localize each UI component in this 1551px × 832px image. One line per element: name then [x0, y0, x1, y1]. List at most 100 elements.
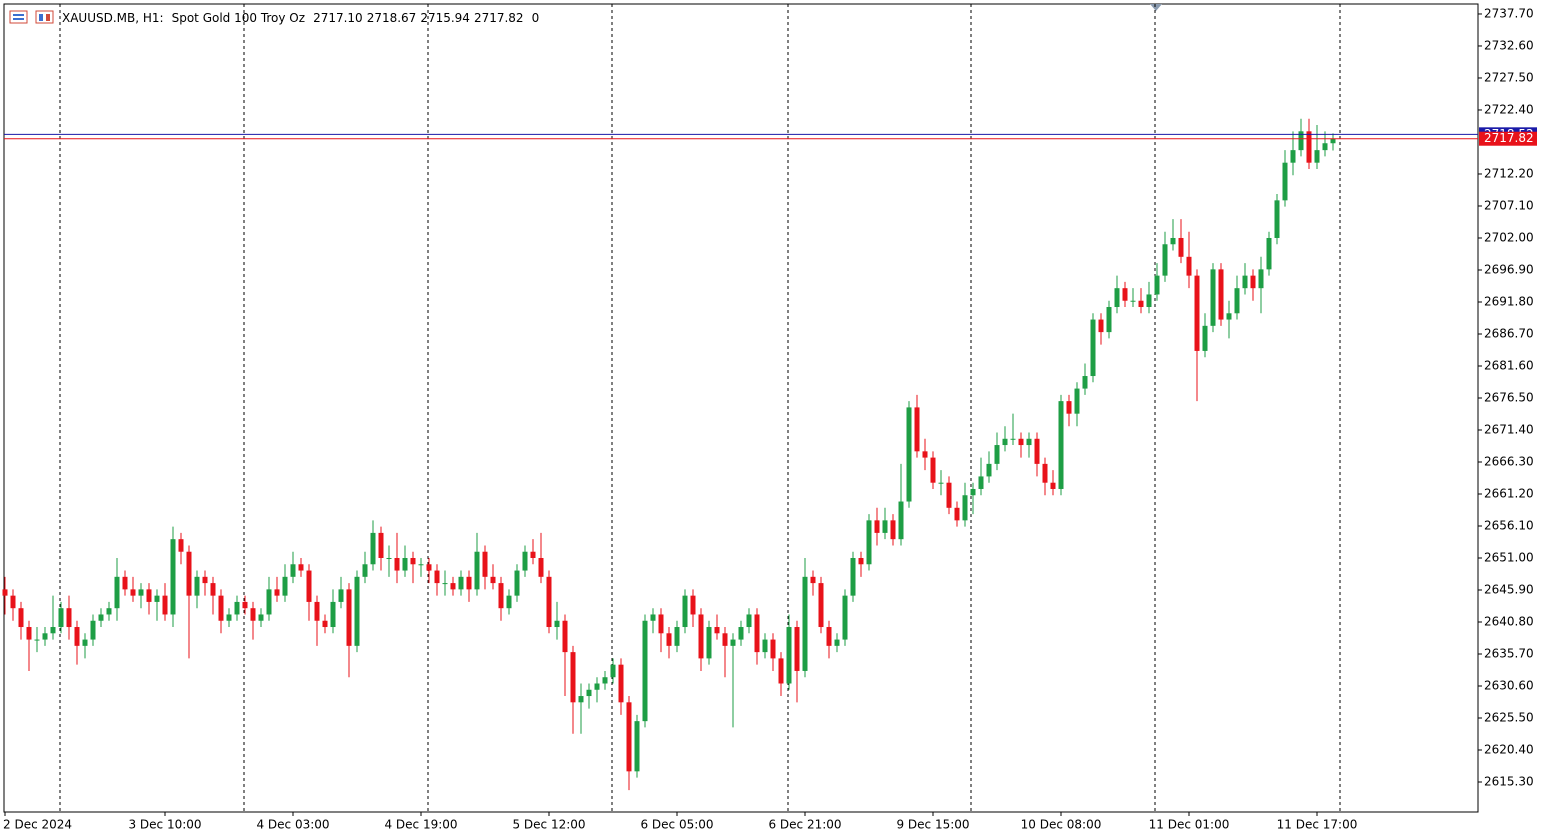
y-tick-label: 2732.60 [1484, 38, 1534, 52]
candle-body [1018, 438, 1024, 446]
icon [39, 14, 43, 21]
x-tick-label: 3 Dec 10:00 [128, 818, 201, 832]
y-tick-label: 2656.10 [1484, 518, 1534, 532]
candle-body [674, 627, 680, 646]
candle-body [1170, 237, 1176, 245]
candle-body [882, 520, 888, 533]
candle-body [442, 583, 448, 585]
candle-body [946, 482, 952, 508]
candle-body [250, 608, 256, 621]
y-tick-label: 2681.60 [1484, 358, 1534, 372]
y-tick-label: 2712.20 [1484, 166, 1534, 180]
icon [13, 14, 24, 16]
candle-body [514, 570, 520, 596]
candle-body [298, 564, 304, 571]
candle-body [1306, 131, 1312, 163]
candle-body [562, 620, 568, 653]
candle-body [818, 583, 824, 628]
candle-body [18, 608, 24, 628]
candle-body [146, 589, 152, 602]
icon [46, 14, 50, 21]
candle-body [1162, 244, 1168, 276]
candle-body [522, 551, 528, 571]
candle-body [1314, 150, 1320, 163]
candle-body [634, 721, 640, 772]
candle-body [602, 677, 608, 684]
candle-body [210, 583, 216, 596]
candle-body [898, 501, 904, 540]
x-tick-label: 6 Dec 05:00 [640, 818, 713, 832]
candle-body [1146, 294, 1152, 308]
candle-body [730, 639, 736, 646]
chart-header: XAUUSD.MB, H1: Spot Gold 100 Troy Oz 2717.… [62, 11, 539, 25]
candle-body [778, 658, 784, 684]
candle-body [218, 595, 224, 621]
candle-body [1090, 319, 1096, 377]
candle-body [578, 696, 584, 703]
candle-body [202, 576, 208, 584]
y-tick-label: 2615.30 [1484, 775, 1534, 789]
candle-body [890, 520, 896, 540]
candle-body [714, 627, 720, 634]
y-tick-label: 2671.40 [1484, 422, 1534, 436]
candle-body [554, 620, 560, 628]
header-ohlc: 2717.82 [474, 11, 524, 25]
bid-label: 2717.82 [1484, 131, 1534, 145]
candle-body [258, 614, 264, 621]
candle-body [234, 601, 240, 615]
y-tick-label: 2722.40 [1484, 102, 1534, 116]
candle-body [754, 614, 760, 653]
y-tick-label: 2727.50 [1484, 70, 1534, 84]
candle-body [178, 539, 184, 552]
y-tick-label: 2666.30 [1484, 454, 1534, 468]
y-tick-label: 2635.70 [1484, 647, 1534, 661]
candle-body [706, 627, 712, 659]
candle-body [50, 627, 56, 634]
candle-body [546, 576, 552, 628]
candle-body [794, 627, 800, 671]
candle-body [314, 601, 320, 621]
candle-body [394, 557, 400, 571]
candle-body [378, 532, 384, 558]
candle-body [746, 614, 752, 628]
candle-body [770, 639, 776, 659]
candle-body [362, 564, 368, 577]
y-tick-label: 2640.80 [1484, 615, 1534, 629]
candle-body [130, 589, 136, 596]
candle-body [594, 683, 600, 690]
candle-body [1050, 482, 1056, 489]
candle-body [722, 633, 728, 646]
candle-body [842, 595, 848, 640]
candle-body [786, 627, 792, 684]
candle-body [354, 576, 360, 646]
candle-body [98, 614, 104, 621]
candle-body [850, 557, 856, 596]
candle-body [474, 551, 480, 590]
candle-body [114, 576, 120, 609]
candle-body [986, 463, 992, 477]
y-tick-label: 2645.90 [1484, 582, 1534, 596]
y-tick-label: 2696.90 [1484, 262, 1534, 276]
candle-body [586, 689, 592, 697]
candle-body [962, 495, 968, 521]
candle-body [1250, 275, 1256, 289]
candle-body [466, 576, 472, 590]
candle-body [122, 576, 128, 590]
candle-body [498, 583, 504, 609]
candle-body [1026, 438, 1032, 446]
candle-body [290, 564, 296, 577]
candle-body [1066, 401, 1072, 414]
candle-body [434, 570, 440, 584]
candle-body [1202, 325, 1208, 351]
y-tick-label: 2686.70 [1484, 326, 1534, 340]
candle-body [738, 627, 744, 640]
candle-body [530, 551, 536, 558]
candle-body [410, 557, 416, 565]
candle-body [906, 407, 912, 502]
candle-body [914, 407, 920, 452]
candle-body [650, 614, 656, 621]
candle-body [194, 576, 200, 596]
header-ohlc: 2715.94 [420, 11, 470, 25]
x-tick-label: 10 Dec 08:00 [1021, 818, 1102, 832]
